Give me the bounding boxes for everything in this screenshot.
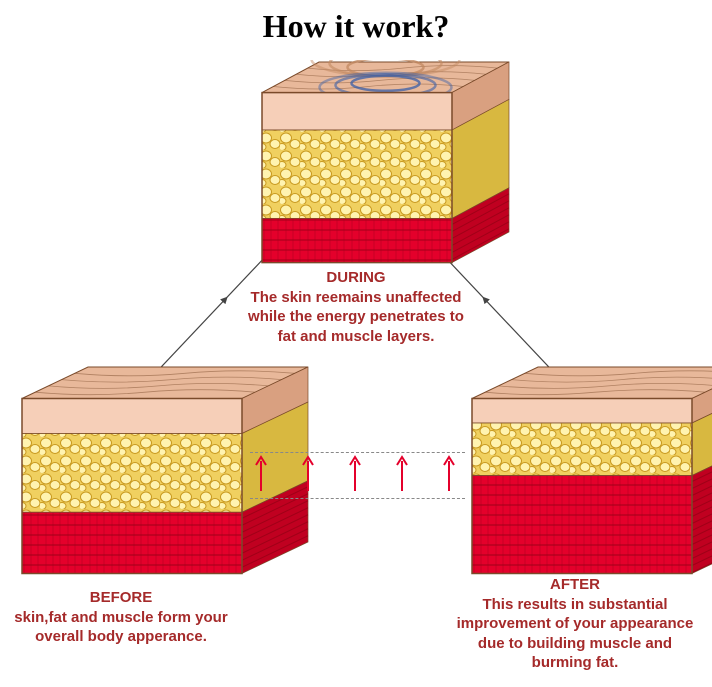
tissue-block-after: [470, 365, 712, 576]
up-arrow-icon: [349, 455, 361, 491]
up-arrow-icon: [255, 455, 267, 491]
up-arrow-icon: [443, 455, 455, 491]
caption-after-text: This results in substantial improvement …: [457, 596, 694, 672]
up-arrow-icon: [396, 455, 408, 491]
transition-dash-top: [250, 452, 465, 453]
tissue-block-during: [260, 60, 511, 265]
caption-during-text: The skin reemains unaffected while the e…: [248, 289, 464, 345]
caption-during-phase: DURING: [241, 268, 471, 288]
transition-arrows: [255, 455, 455, 491]
caption-before: BEFORE skin,fat and muscle form your ove…: [6, 588, 236, 647]
up-arrow-icon: [302, 455, 314, 491]
caption-before-text: skin,fat and muscle form your overall bo…: [14, 609, 227, 646]
caption-before-phase: BEFORE: [6, 588, 236, 608]
caption-after: AFTER This results in substantial improv…: [455, 575, 695, 673]
caption-during: DURING The skin reemains unaffected whil…: [241, 268, 471, 346]
caption-after-phase: AFTER: [455, 575, 695, 595]
transition-dash-bottom: [250, 498, 465, 499]
